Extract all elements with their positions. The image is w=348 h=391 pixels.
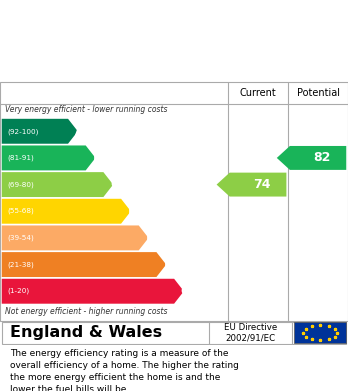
Bar bbox=[294, 322, 346, 343]
Polygon shape bbox=[2, 226, 149, 250]
Text: (39-54): (39-54) bbox=[7, 235, 34, 241]
Text: England & Wales: England & Wales bbox=[10, 325, 163, 340]
Polygon shape bbox=[2, 145, 95, 170]
Text: (81-91): (81-91) bbox=[7, 155, 34, 161]
Text: A: A bbox=[75, 125, 84, 138]
Polygon shape bbox=[216, 172, 286, 197]
Polygon shape bbox=[2, 199, 131, 224]
Text: Not energy efficient - higher running costs: Not energy efficient - higher running co… bbox=[5, 307, 168, 316]
Polygon shape bbox=[277, 146, 346, 170]
Polygon shape bbox=[2, 172, 113, 197]
Text: Very energy efficient - lower running costs: Very energy efficient - lower running co… bbox=[5, 105, 168, 114]
Text: E: E bbox=[146, 231, 154, 244]
Polygon shape bbox=[2, 252, 166, 277]
Text: (92-100): (92-100) bbox=[7, 128, 38, 135]
Text: (1-20): (1-20) bbox=[7, 288, 29, 294]
Text: The energy efficiency rating is a measure of the
overall efficiency of a home. T: The energy efficiency rating is a measur… bbox=[10, 348, 239, 391]
Text: 82: 82 bbox=[313, 151, 330, 165]
Polygon shape bbox=[2, 119, 78, 144]
Text: (69-80): (69-80) bbox=[7, 181, 34, 188]
Text: (55-68): (55-68) bbox=[7, 208, 34, 215]
Polygon shape bbox=[2, 279, 184, 304]
Text: Energy Efficiency Rating: Energy Efficiency Rating bbox=[10, 32, 258, 50]
Text: G: G bbox=[181, 285, 190, 298]
Text: F: F bbox=[164, 258, 172, 271]
Text: C: C bbox=[111, 178, 119, 191]
Text: 74: 74 bbox=[253, 178, 270, 191]
Text: B: B bbox=[93, 151, 102, 165]
Text: D: D bbox=[128, 205, 137, 218]
Text: Potential: Potential bbox=[296, 88, 340, 98]
Text: Current: Current bbox=[240, 88, 276, 98]
Text: EU Directive
2002/91/EC: EU Directive 2002/91/EC bbox=[224, 323, 277, 343]
Text: (21-38): (21-38) bbox=[7, 261, 34, 268]
